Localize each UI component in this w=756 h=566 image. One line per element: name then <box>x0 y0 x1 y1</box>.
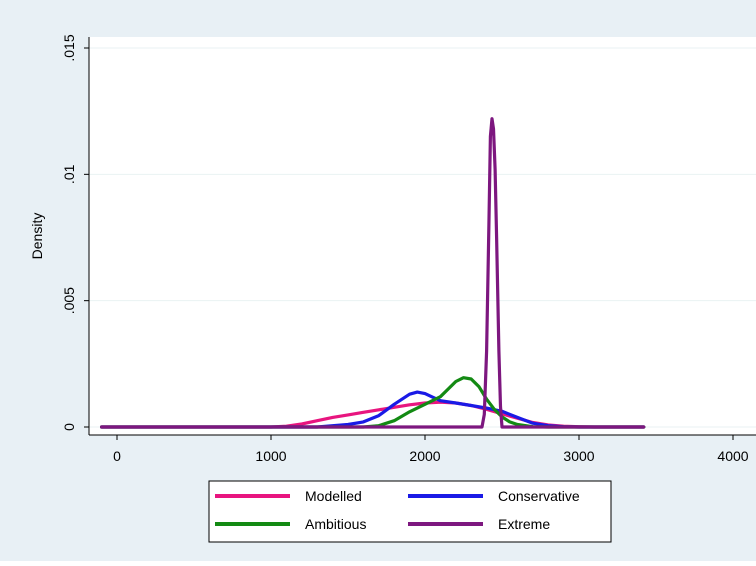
axes <box>88 37 756 436</box>
x-tick-label: 2000 <box>409 448 440 464</box>
legend: Modelled Conservative Ambitious Extreme <box>208 480 612 543</box>
legend-box <box>208 480 612 543</box>
legend-label-ambitious: Ambitious <box>305 516 366 532</box>
y-tick-label: 0 <box>61 423 77 431</box>
x-tick-label: 3000 <box>563 448 594 464</box>
x-tick-label: 1000 <box>255 448 286 464</box>
y-tick-label: .005 <box>61 287 77 314</box>
series-line-extreme <box>99 117 646 429</box>
legend-label-extreme: Extreme <box>498 516 550 532</box>
y-tick-label: .015 <box>61 34 77 61</box>
legend-label-modelled: Modelled <box>305 488 362 504</box>
x-tick-label: 4000 <box>717 448 748 464</box>
x-tick-label: 0 <box>113 448 121 464</box>
y-tick-label: .01 <box>61 164 77 184</box>
legend-label-conservative: Conservative <box>498 488 580 504</box>
plot-area <box>89 37 756 435</box>
y-axis-label: Density <box>29 213 45 260</box>
series-lines <box>99 117 646 429</box>
series-line-ambitious <box>99 376 646 429</box>
ticks: 0 .005 .01 .015 0 1000 2000 3000 4000 <box>61 34 749 464</box>
